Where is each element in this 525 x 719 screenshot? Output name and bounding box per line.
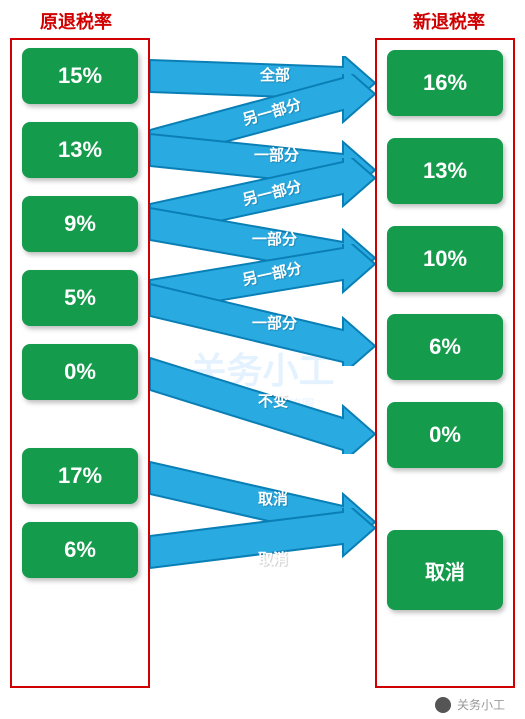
new-rate-pill: 13% bbox=[387, 138, 503, 204]
new-rate-pill: 16% bbox=[387, 50, 503, 116]
new-rate-column: 16% 13% 10% 6% 0% 取消 bbox=[375, 38, 515, 688]
title-old-rate: 原退税率 bbox=[40, 8, 112, 34]
arrow-label: 取消 bbox=[258, 548, 288, 569]
old-rate-pill: 5% bbox=[22, 270, 138, 326]
old-rate-pill: 0% bbox=[22, 344, 138, 400]
new-rate-pill: 6% bbox=[387, 314, 503, 380]
footer-watermark: 关务小工 bbox=[435, 696, 505, 713]
old-rate-pill: 13% bbox=[22, 122, 138, 178]
new-rate-pill: 取消 bbox=[387, 530, 503, 610]
footer-icon bbox=[435, 697, 451, 713]
arrow-label: 取消 bbox=[258, 488, 288, 509]
old-rate-pill: 17% bbox=[22, 448, 138, 504]
old-rate-column: 15% 13% 9% 5% 0% 17% 6% bbox=[10, 38, 150, 688]
old-rate-pill: 6% bbox=[22, 522, 138, 578]
new-rate-pill: 0% bbox=[387, 402, 503, 468]
old-rate-pill: 9% bbox=[22, 196, 138, 252]
arrows-layer: 全部 另一部分 一部分 另一部分 一部分 另一部分 一部分 不变 取消 取消 bbox=[150, 38, 375, 688]
flow-arrow: 不变 bbox=[150, 354, 375, 454]
diagram-area: 关务小工 关务人专属交流圈 15%13%9%5%0%17%6% 全部 另一部分 … bbox=[0, 38, 525, 698]
title-new-rate: 新退税率 bbox=[413, 8, 485, 34]
arrow-label: 不变 bbox=[258, 390, 288, 411]
arrow-label: 一部分 bbox=[252, 312, 297, 333]
flow-arrow: 取消 bbox=[150, 508, 375, 572]
old-rate-pill: 15% bbox=[22, 48, 138, 104]
footer-text: 关务小工 bbox=[457, 696, 505, 713]
new-rate-pill: 10% bbox=[387, 226, 503, 292]
